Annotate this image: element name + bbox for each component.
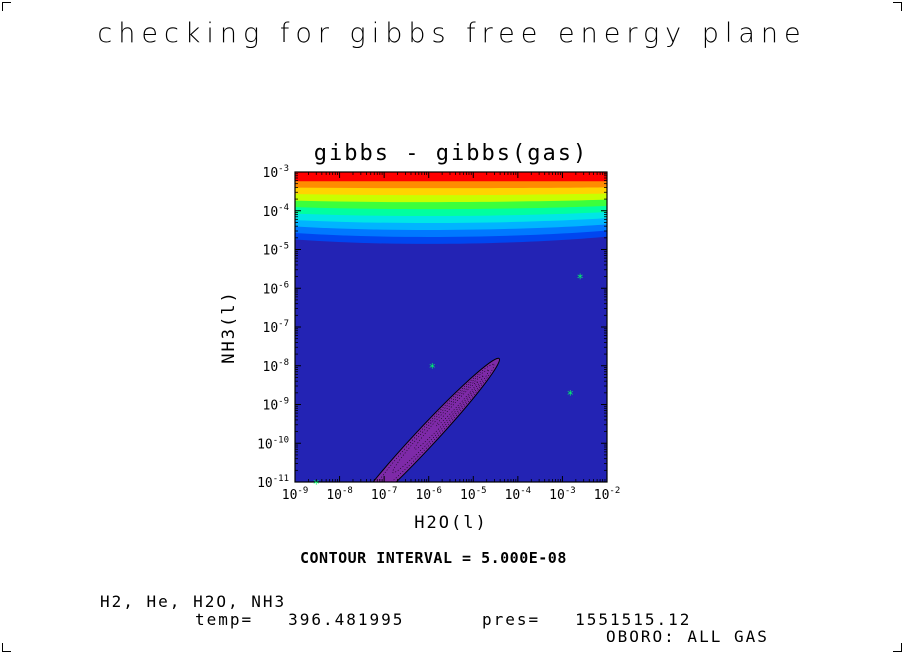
x-tick-label: 10-3 [549,486,576,503]
contour-interval-label: CONTOUR INTERVAL = 5.000E-08 [300,549,567,567]
y-tick-label: 10-6 [263,280,290,297]
x-tick-label: 10-2 [594,486,621,503]
data-point-marker: * [567,388,574,402]
corner-mark-bottom-right [893,643,902,652]
y-tick-label: 10-8 [263,358,290,375]
temperature-readout: temp= 396.481995 [195,610,405,629]
x-tick-label: 10-6 [415,486,442,503]
x-tick-label: 10-7 [371,486,398,503]
x-tick-label: 10-5 [460,486,487,503]
y-tick-label: 10-9 [263,397,290,414]
pressure-readout: pres= 1551515.12 [482,610,692,629]
x-tick-label: 10-9 [282,486,309,503]
x-tick-label: 10-4 [505,486,532,503]
y-tick-label: 10-11 [257,474,289,491]
x-tick-label: 10-8 [326,486,353,503]
corner-mark-top-left [2,2,11,11]
y-tick-label: 10-5 [263,242,290,259]
y-tick-label: 10-7 [263,319,290,336]
y-tick-label: 10-3 [263,164,290,181]
y-tick-label: 10-4 [263,203,290,220]
species-list: H2, He, H2O, NH3 [100,592,287,611]
page-title: checking for gibbs free energy plane [97,18,807,49]
mode-label: OBORO: ALL GAS [606,627,769,646]
corner-mark-top-right [893,2,902,11]
x-axis-label: H2O(l) [414,513,487,533]
data-point-marker: * [429,361,436,375]
y-axis-label: NH3(l) [219,290,239,363]
y-tick-label: 10-10 [257,435,289,452]
corner-mark-bottom-left [2,643,11,652]
minimum-region [348,357,501,482]
data-point-marker: * [313,477,320,491]
contour-band-0 [295,172,607,182]
chart-title: gibbs - gibbs(gas) [314,141,588,166]
data-point-marker: * [577,272,584,286]
